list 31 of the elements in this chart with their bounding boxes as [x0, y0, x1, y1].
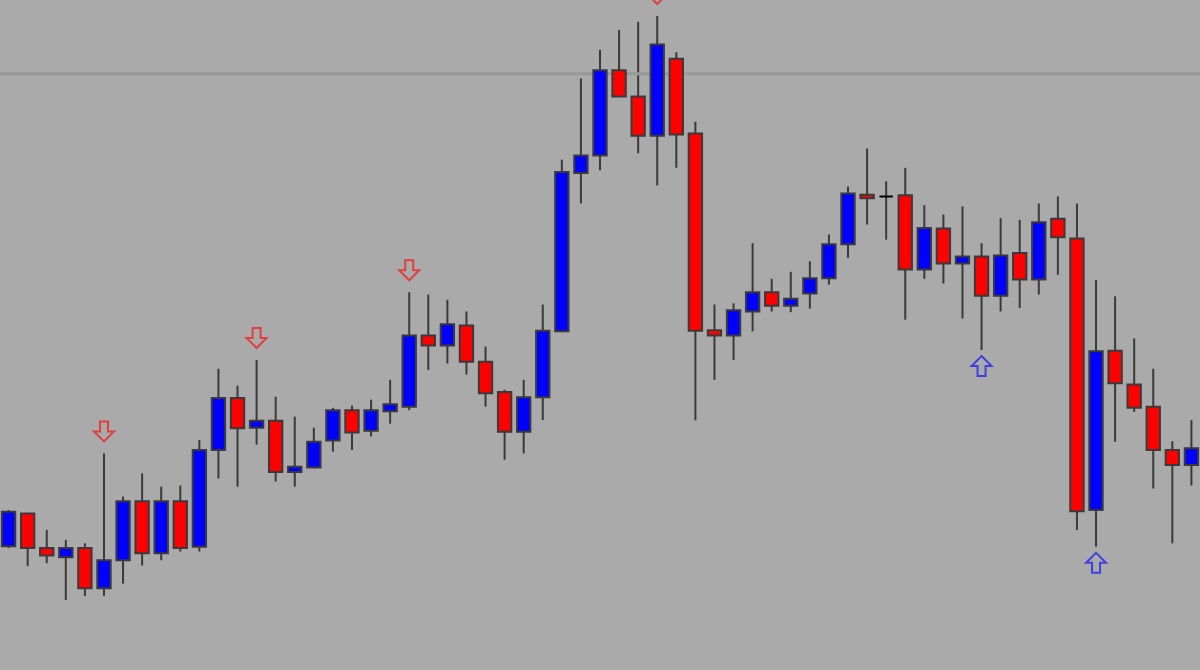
candlestick [1183, 419, 1200, 487]
candlestick [516, 378, 532, 455]
candlestick [725, 302, 742, 361]
candlestick [992, 217, 1009, 313]
candlestick [287, 415, 303, 488]
candlestick [744, 242, 761, 333]
candlestick [1145, 367, 1161, 490]
candlestick [916, 204, 932, 280]
candlestick [39, 528, 55, 565]
candlestick [19, 512, 36, 568]
candlestick [764, 277, 780, 313]
candlestick [1012, 218, 1028, 309]
candlestick [1050, 195, 1066, 276]
candlestick [458, 310, 475, 376]
candlestick [420, 293, 436, 371]
candlestick [248, 358, 265, 446]
candlestick [0, 509, 17, 550]
candlestick [229, 384, 246, 488]
candlestick [1164, 440, 1181, 545]
candlestick [935, 213, 952, 285]
candlestick [58, 538, 74, 601]
candlestick [496, 388, 513, 461]
candlestick [878, 180, 894, 241]
candlestick [973, 242, 990, 352]
candlestick [706, 303, 723, 381]
candlestick [439, 298, 456, 365]
candlestick [783, 270, 799, 314]
candlestick [954, 205, 971, 320]
candlestick [1126, 337, 1142, 413]
candlestick [172, 484, 188, 553]
candlestick [477, 345, 494, 408]
